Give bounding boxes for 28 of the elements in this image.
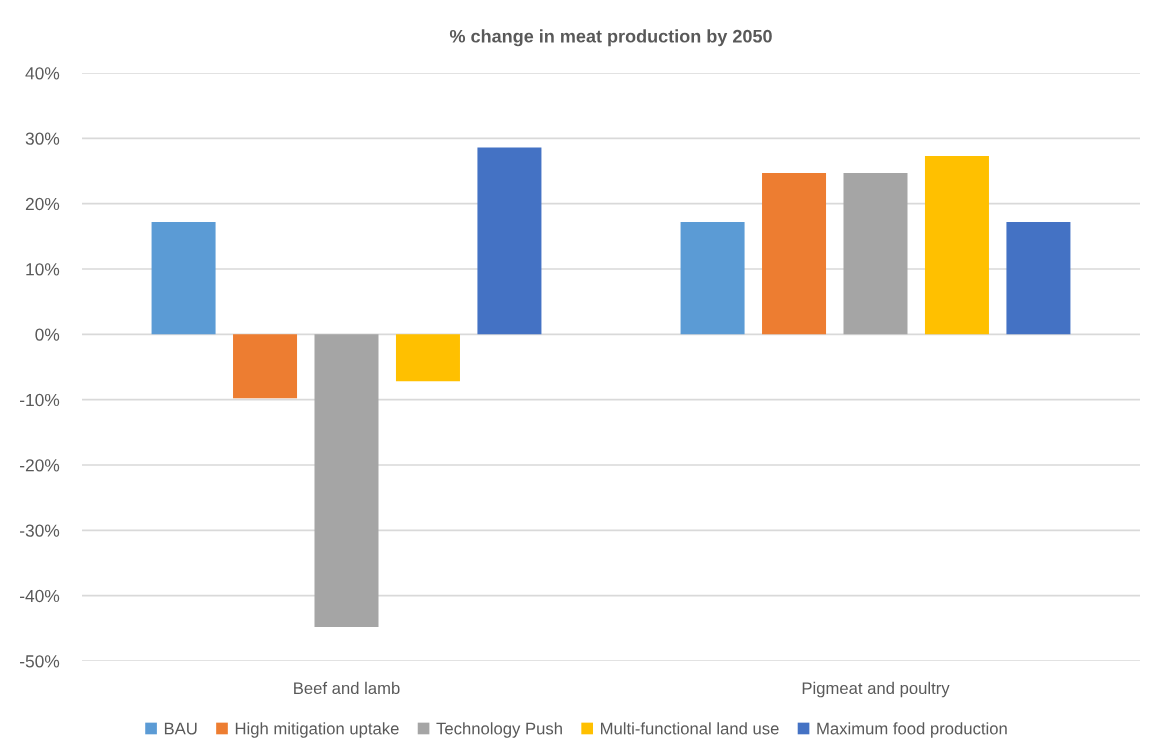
bar: [1006, 221, 1071, 335]
y-tick-label: 0%: [35, 328, 60, 341]
y-tick-label: -10%: [20, 393, 60, 407]
y-tick-label: 20%: [25, 197, 60, 211]
y-tick-label: -30%: [20, 524, 60, 537]
y-tick-label: 10%: [26, 263, 60, 276]
legend-label: High mitigation uptake: [235, 722, 399, 738]
y-tick-label: 40%: [25, 67, 60, 80]
chart-title: % change in meat production by 2050: [449, 29, 772, 47]
bar: [477, 147, 542, 335]
x-tick-label: Pigmeat and poultry: [802, 681, 950, 698]
x-tick-label: Beef and lamb: [294, 681, 400, 695]
y-tick-label: -40%: [20, 589, 60, 603]
bar: [762, 172, 827, 335]
bar: [151, 221, 216, 335]
y-tick-label: -50%: [20, 655, 60, 668]
y-tick-label: -20%: [20, 459, 60, 472]
bar: [314, 334, 379, 628]
bar: [680, 221, 745, 335]
legend-label: Multi-functional land use: [601, 722, 779, 735]
y-tick-label: 30%: [25, 132, 60, 145]
legend-label: Technology Push: [436, 722, 562, 738]
bar: [395, 334, 460, 382]
bar: [233, 334, 298, 399]
bar: [843, 172, 908, 335]
bar: [924, 155, 989, 335]
legend-label: BAU: [164, 722, 197, 735]
legend-label: Maximum food production: [817, 722, 1007, 738]
